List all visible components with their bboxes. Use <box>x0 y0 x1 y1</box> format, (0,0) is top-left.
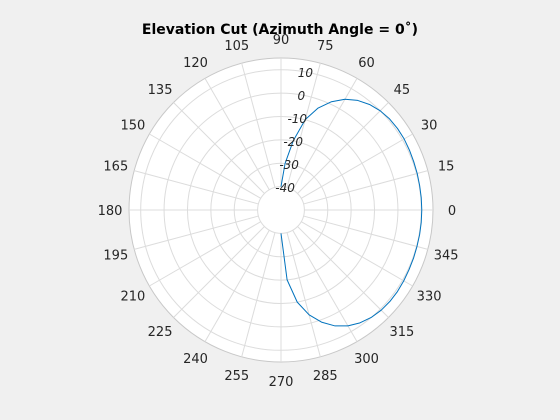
theta-tick-label: 75 <box>317 39 334 54</box>
theta-tick-label: 15 <box>438 160 455 175</box>
theta-grid-line <box>134 170 259 205</box>
theta-tick-label: 135 <box>148 83 173 98</box>
theta-tick-label: 315 <box>390 325 415 340</box>
r-tick-label: -20 <box>283 135 303 149</box>
theta-tick-labels: 0 15 30 45 60 75 90 105 120 135 150 165 180 195 210 225… <box>98 33 459 390</box>
theta-grid-line <box>204 78 270 190</box>
theta-tick-label: 0 <box>448 204 456 219</box>
theta-tick-label: 60 <box>358 56 375 71</box>
theta-grid-line <box>292 230 358 342</box>
theta-tick-label: 30 <box>421 119 438 134</box>
theta-grid-line <box>149 133 261 199</box>
theta-grid-line <box>301 221 413 287</box>
theta-grid-line <box>241 232 276 357</box>
r-tick-label: 10 <box>298 66 314 80</box>
theta-grid-line <box>204 230 270 342</box>
theta-tick-label: 120 <box>183 56 208 71</box>
r-tick-label: -10 <box>287 112 307 126</box>
r-tick-label: -40 <box>275 181 295 195</box>
theta-tick-label: 90 <box>273 33 290 48</box>
theta-tick-label: 45 <box>394 83 411 98</box>
theta-tick-label: 210 <box>120 290 145 305</box>
theta-tick-label: 345 <box>434 248 459 263</box>
theta-grid-line <box>173 226 265 318</box>
theta-grid-line <box>134 215 259 250</box>
theta-tick-label: 195 <box>103 248 128 263</box>
theta-grid-line <box>297 102 389 194</box>
theta-grid-line <box>303 215 428 250</box>
theta-tick-label: 105 <box>224 39 249 54</box>
theta-grid-line <box>286 232 321 357</box>
theta-tick-label: 330 <box>417 290 442 305</box>
theta-grid-line <box>149 221 261 287</box>
theta-tick-label: 225 <box>148 325 173 340</box>
r-tick-label: -30 <box>279 158 299 172</box>
theta-grid-line <box>292 78 358 190</box>
theta-tick-label: 180 <box>98 204 123 219</box>
series-line <box>280 98 423 327</box>
theta-grid-line <box>241 63 276 188</box>
theta-tick-label: 255 <box>224 369 249 384</box>
series-layer <box>280 98 423 327</box>
chart-title: Elevation Cut (Azimuth Angle = 0˚) <box>142 21 418 38</box>
theta-tick-label: 300 <box>354 352 379 367</box>
theta-tick-label: 240 <box>183 352 208 367</box>
r-tick-label: 0 <box>297 89 305 103</box>
theta-tick-label: 270 <box>269 375 294 390</box>
theta-grid-line <box>173 102 265 194</box>
theta-grid-line <box>301 133 413 199</box>
theta-tick-label: 150 <box>120 119 145 134</box>
theta-tick-label: 285 <box>313 369 338 384</box>
theta-grid-line <box>286 63 321 188</box>
polar-grid <box>128 57 434 363</box>
theta-tick-label: 165 <box>103 160 128 175</box>
r-tick-labels: -40 -30 -20 -10 0 10 <box>275 66 313 195</box>
theta-grid-line <box>303 170 428 205</box>
theta-grid-line <box>297 226 389 318</box>
